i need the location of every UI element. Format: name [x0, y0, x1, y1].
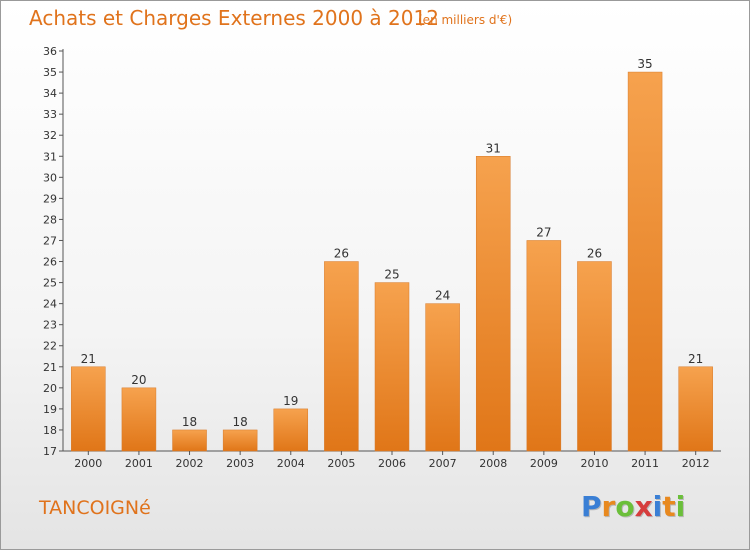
- bar: [425, 303, 460, 452]
- bar: [475, 156, 511, 452]
- data-label: 24: [435, 289, 450, 303]
- bar: [121, 387, 157, 452]
- data-label: 19: [283, 394, 298, 408]
- y-tick-label: 21: [43, 361, 57, 374]
- x-tick-label: 2005: [327, 457, 355, 470]
- y-tick-label: 30: [43, 171, 57, 184]
- y-tick-label: 23: [43, 319, 57, 332]
- data-label: 18: [233, 415, 248, 429]
- y-tick-label: 27: [43, 234, 57, 247]
- chart-unit-label: (en milliers d'€): [418, 13, 513, 27]
- y-tick-label: 17: [43, 445, 57, 458]
- proxiti-logo: Proxiti: [581, 490, 685, 523]
- logo-letter: x: [634, 490, 653, 523]
- bar: [374, 282, 410, 452]
- x-tick-label: 2000: [74, 457, 102, 470]
- logo-letter: o: [615, 490, 635, 523]
- data-label: 18: [182, 415, 197, 429]
- data-label: 21: [81, 352, 96, 366]
- y-tick-label: 28: [43, 213, 57, 226]
- y-tick-label: 34: [43, 87, 57, 100]
- logo-letter: r: [601, 490, 616, 523]
- chart-title: Achats et Charges Externes 2000 à 2012: [29, 6, 439, 30]
- data-label: 35: [637, 57, 652, 71]
- data-label: 25: [384, 268, 399, 282]
- y-tick-label: 22: [43, 340, 57, 353]
- x-tick-label: 2003: [226, 457, 254, 470]
- y-tick-label: 31: [43, 150, 57, 163]
- bar: [324, 261, 359, 452]
- y-tick-label: 24: [43, 298, 57, 311]
- bar: [222, 429, 258, 452]
- bar: [678, 366, 713, 452]
- x-tick-label: 2010: [580, 457, 608, 470]
- data-label: 31: [486, 141, 501, 155]
- y-tick-label: 25: [43, 277, 57, 290]
- x-tick-label: 2009: [530, 457, 558, 470]
- bar: [273, 408, 309, 452]
- logo-letter: P: [581, 490, 602, 523]
- x-tick-label: 2006: [378, 457, 406, 470]
- x-tick-label: 2001: [125, 457, 153, 470]
- y-tick-label: 29: [43, 192, 57, 205]
- x-tick-label: 2008: [479, 457, 507, 470]
- y-tick-label: 32: [43, 129, 57, 142]
- bar: [71, 366, 106, 452]
- bar: [577, 261, 612, 452]
- y-tick-label: 19: [43, 403, 57, 416]
- bar: [526, 240, 562, 452]
- x-tick-label: 2004: [277, 457, 305, 470]
- bar: [172, 429, 207, 452]
- y-tick-label: 33: [43, 108, 57, 121]
- y-tick-label: 20: [43, 382, 57, 395]
- commune-name: TANCOIGNé: [39, 497, 151, 519]
- logo-letter: i: [652, 490, 663, 523]
- x-tick-label: 2007: [429, 457, 457, 470]
- data-label: 26: [587, 247, 602, 261]
- logo-letter: i: [675, 490, 686, 523]
- y-tick-label: 36: [43, 45, 57, 58]
- x-tick-label: 2011: [631, 457, 659, 470]
- y-tick-label: 26: [43, 256, 57, 269]
- x-tick-label: 2012: [682, 457, 710, 470]
- y-tick-label: 35: [43, 66, 57, 79]
- data-label: 27: [536, 225, 551, 239]
- data-label: 26: [334, 247, 349, 261]
- data-label: 21: [688, 352, 703, 366]
- data-label: 20: [131, 373, 146, 387]
- logo-letter: t: [662, 490, 676, 523]
- x-tick-label: 2002: [176, 457, 204, 470]
- bar: [627, 71, 663, 452]
- y-tick-label: 18: [43, 424, 57, 437]
